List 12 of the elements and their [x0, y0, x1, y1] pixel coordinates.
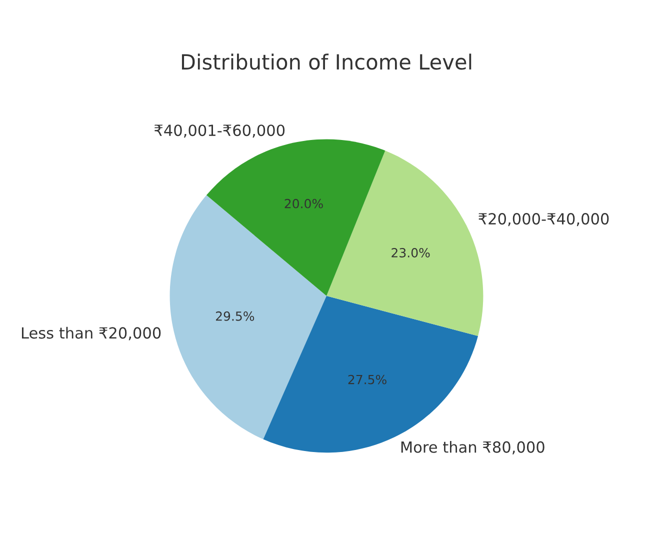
slice-label: ₹40,001-₹60,000: [154, 124, 285, 138]
slice-label: Less than ₹20,000: [22, 326, 161, 340]
pie-slice: [263, 296, 478, 453]
chart-title: Distribution of Income Level: [182, 54, 472, 70]
data-label: 29.5%: [216, 311, 254, 321]
data-label: 27.5%: [348, 374, 386, 384]
slice-label: More than ₹80,000: [401, 441, 544, 454]
slice-label: ₹20,000-₹40,000: [478, 213, 609, 226]
data-label: 23.0%: [392, 248, 430, 258]
pie-slice: [206, 139, 386, 296]
pie-slice: [170, 195, 326, 440]
data-label: 20.0%: [284, 198, 323, 208]
